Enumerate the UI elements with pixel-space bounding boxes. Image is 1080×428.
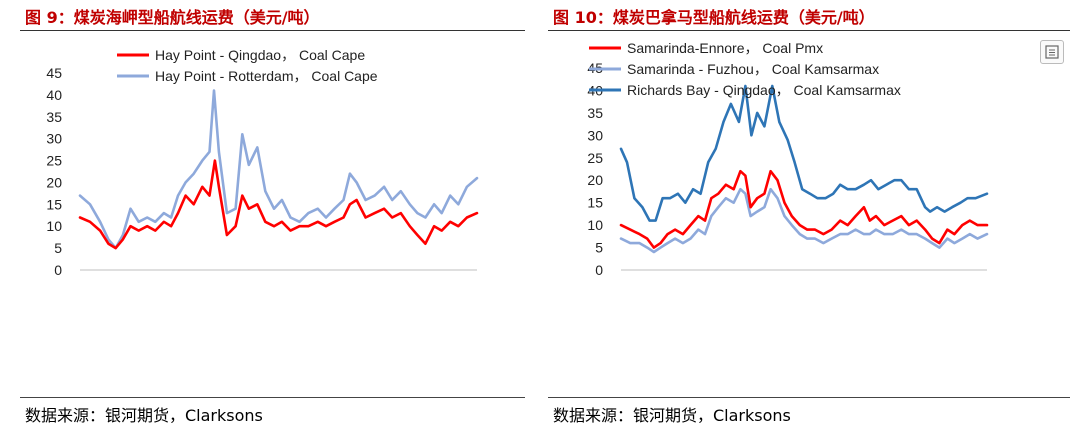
y-tick-label: 5 [595, 240, 603, 256]
expand-chart-button[interactable] [1040, 40, 1064, 64]
source-divider [548, 397, 1070, 398]
series-line [78, 159, 479, 250]
expand-icon [1045, 45, 1059, 59]
legend-label: Hay Point - Qingdao， Coal Cape [155, 47, 365, 63]
chart-panel-left: 图 9：煤炭海岬型船航线运费（美元/吨） 数据来源：银河期货，Clarksons [0, 0, 535, 428]
source-note: 数据来源：银河期货，Clarksons [25, 406, 263, 425]
y-tick-label: 30 [46, 131, 62, 147]
y-tick-label: 30 [587, 127, 603, 143]
y-tick-label: 25 [46, 153, 62, 169]
y-tick-label: 5 [54, 240, 62, 256]
y-tick-label: 0 [54, 262, 62, 278]
chart-title: 图 9：煤炭海岬型船航线运费（美元/吨） [25, 8, 320, 27]
source-divider [20, 397, 525, 398]
title-underline [548, 30, 1070, 31]
series-line [78, 89, 479, 250]
chart-title: 图 10：煤炭巴拿马型船航线运费（美元/吨） [553, 8, 875, 27]
legend-label: Samarinda-Ennore， Coal Pmx [627, 40, 823, 56]
series-line [619, 84, 989, 222]
title-underline [20, 30, 525, 31]
y-tick-label: 20 [46, 174, 62, 190]
y-tick-label: 10 [587, 217, 603, 233]
y-tick-label: 45 [46, 65, 62, 81]
legend-label: Hay Point - Rotterdam， Coal Cape [155, 68, 378, 84]
y-tick-label: 15 [46, 196, 62, 212]
y-tick-label: 35 [587, 105, 603, 121]
series-line [619, 169, 989, 249]
y-tick-label: 40 [46, 87, 62, 103]
y-tick-label: 15 [587, 195, 603, 211]
chart-panel-right: 图 10：煤炭巴拿马型船航线运费（美元/吨） 数据来源：银河期货，Clarkso… [540, 0, 1080, 428]
series-line [619, 187, 989, 254]
y-tick-label: 35 [46, 109, 62, 125]
legend-label: Samarinda - Fuzhou， Coal Kamsarmax [627, 61, 879, 77]
source-note: 数据来源：银河期货，Clarksons [553, 406, 791, 425]
y-tick-label: 0 [595, 262, 603, 278]
y-tick-label: 10 [46, 218, 62, 234]
legend-label: Richards Bay - Qingdao， Coal Kamsarmax [627, 82, 901, 98]
y-tick-label: 25 [587, 150, 603, 166]
y-tick-label: 20 [587, 172, 603, 188]
